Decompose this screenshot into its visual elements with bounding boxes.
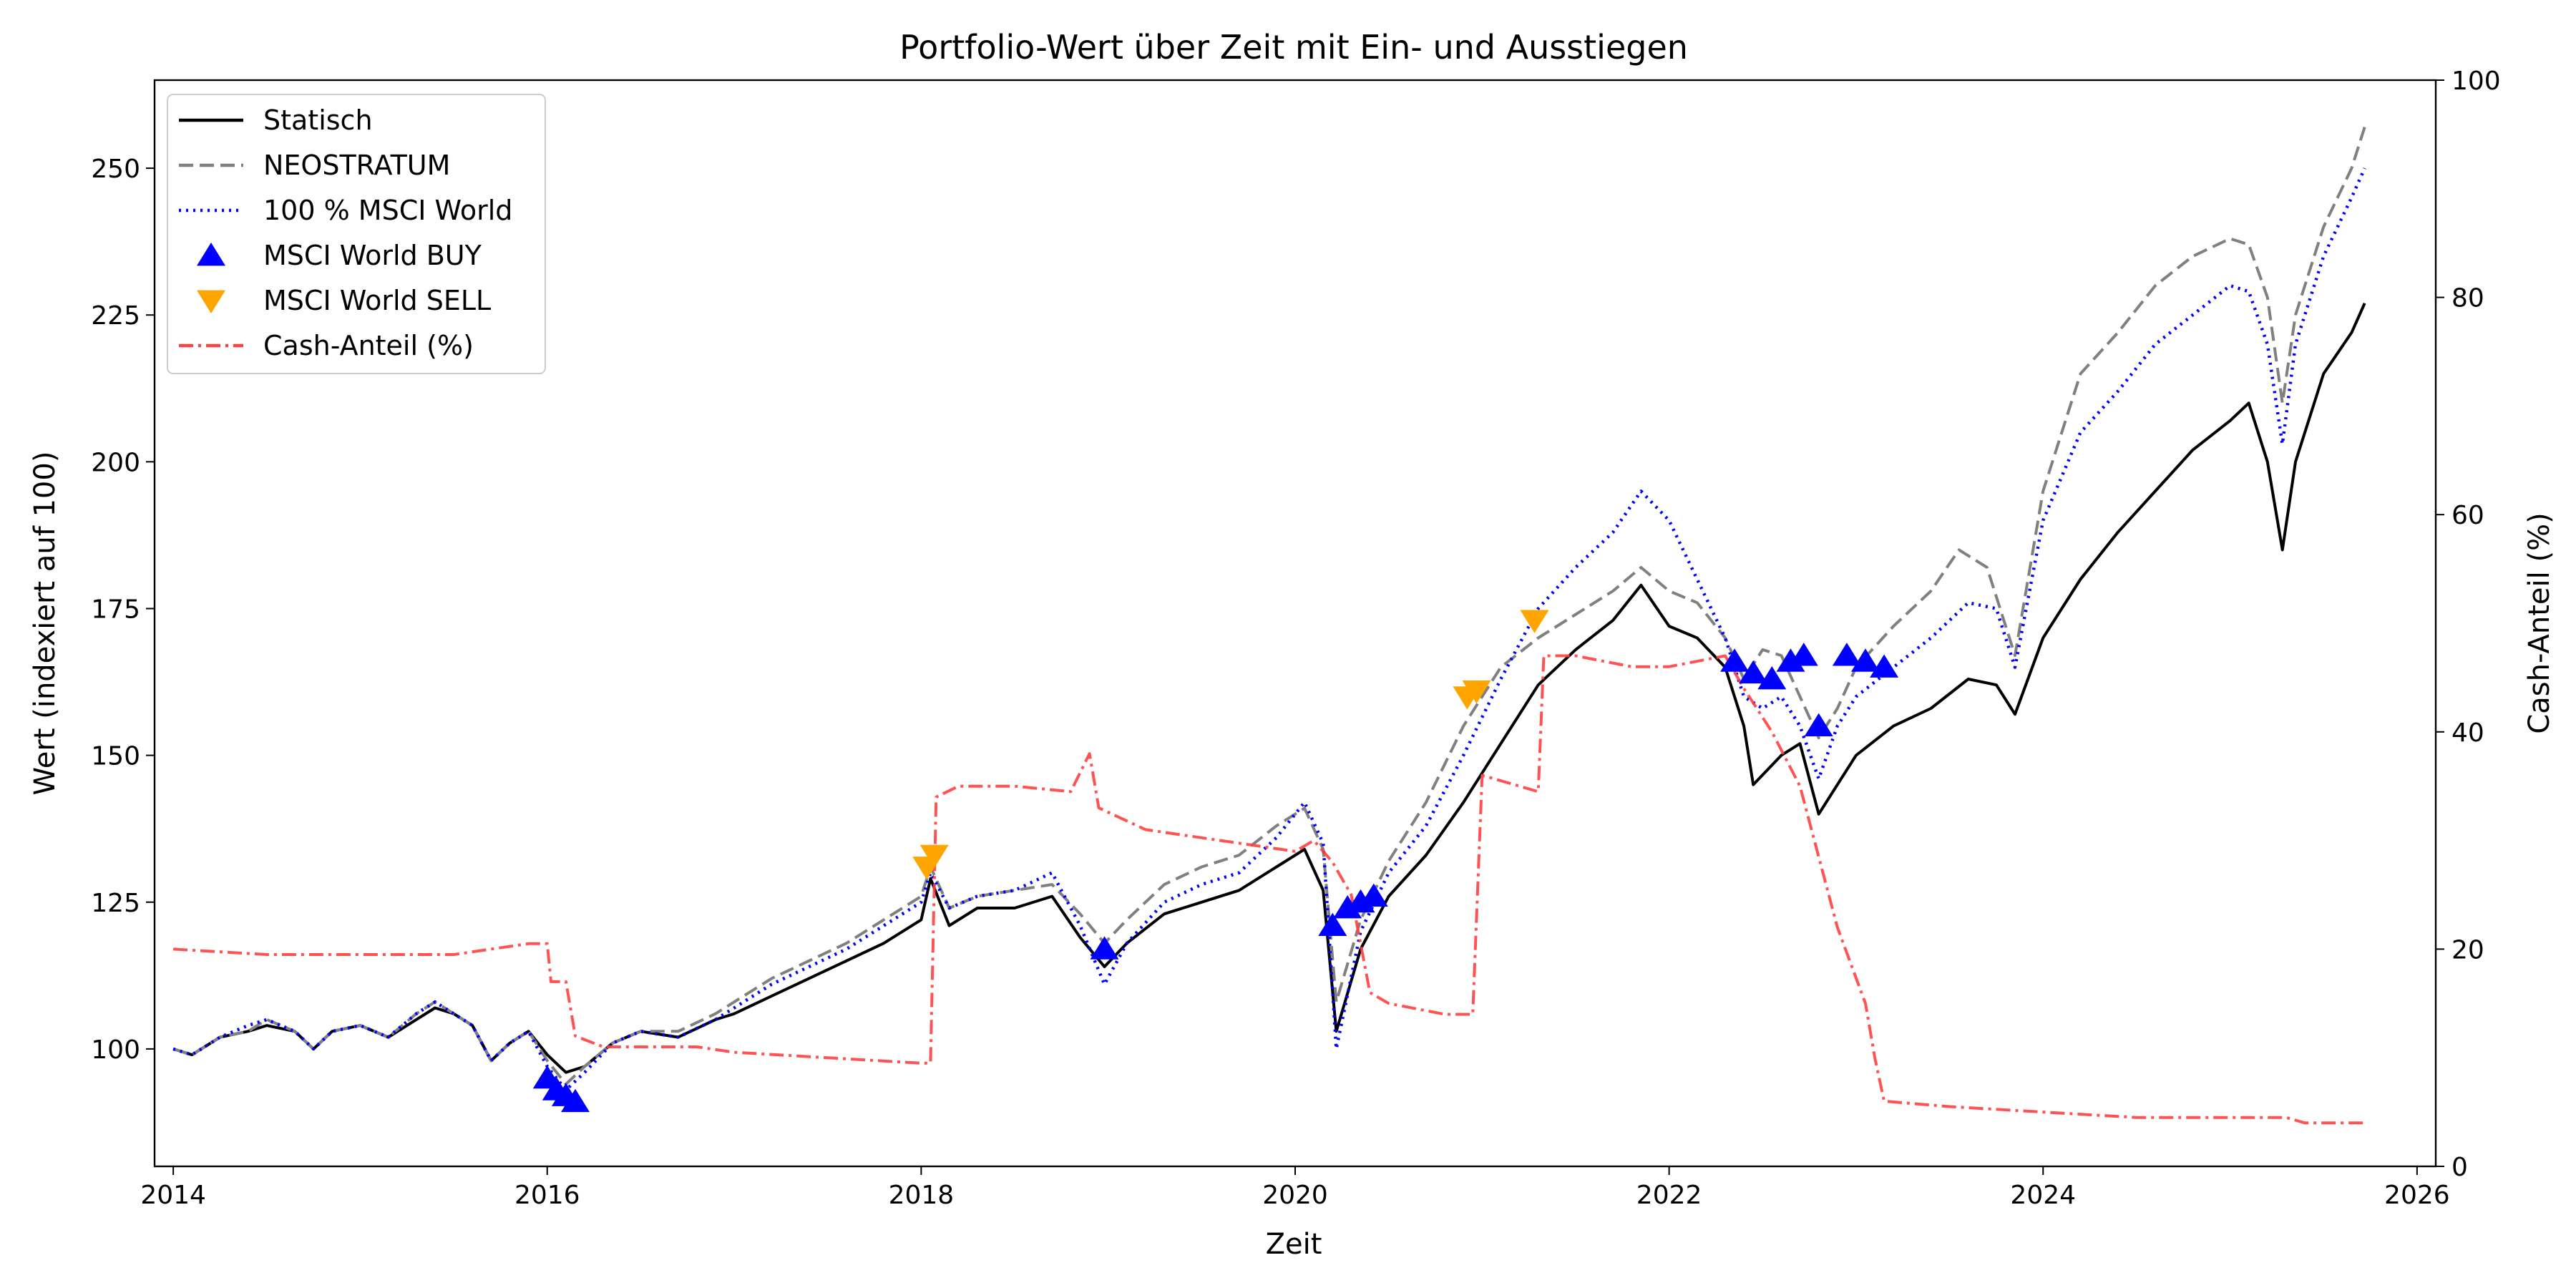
y-axis-label-right: Cash-Anteil (%) — [2523, 512, 2556, 733]
series-line-cash-anteil — [172, 654, 2365, 1125]
y-tick-label-right: 40 — [2451, 718, 2484, 748]
marker-msci-world-buy — [1804, 713, 1833, 736]
x-tick-label: 2022 — [1636, 1181, 1702, 1210]
marker-msci-world-buy — [1720, 648, 1750, 672]
legend-entry-neostratum: NEOSTRATUM — [179, 150, 450, 181]
chart-title: Portfolio-Wert über Zeit mit Ein- und Au… — [899, 28, 1688, 67]
legend-swatch — [197, 290, 225, 313]
legend-entry-statisch: Statisch — [179, 104, 373, 136]
marker-msci-world-buy — [1776, 648, 1805, 672]
legend-box — [167, 94, 546, 374]
x-axis-label: Zeit — [1266, 1228, 1322, 1261]
y-tick-label-left: 175 — [91, 595, 140, 624]
marker-msci-world-buy — [1757, 666, 1787, 690]
legend-entry-100-msci-world: 100 % MSCI World — [179, 195, 512, 226]
legend-label: NEOSTRATUM — [263, 150, 450, 181]
y-tick-label-left: 100 — [91, 1035, 140, 1065]
x-tick-label: 2018 — [889, 1181, 955, 1210]
x-tick-label: 2024 — [2010, 1181, 2076, 1210]
legend-entry-cash-anteil: Cash-Anteil (%) — [179, 330, 474, 361]
legend-entry-msci-world-sell: MSCI World SELL — [197, 285, 491, 316]
marker-msci-world-buy — [1090, 936, 1119, 960]
y-tick-label-left: 125 — [91, 889, 140, 918]
legend-swatch — [197, 243, 225, 266]
legend-label: MSCI World BUY — [263, 240, 482, 271]
marker-msci-world-buy — [1333, 895, 1362, 919]
legend-label: 100 % MSCI World — [263, 195, 512, 226]
legend-label: Statisch — [263, 104, 373, 136]
marker-msci-world-sell — [919, 844, 949, 869]
series-line-100-msci-world — [172, 167, 2366, 1092]
marker-msci-world-buy — [1851, 648, 1880, 672]
legend: Statisch NEOSTRATUM 100 % MSCI World MSCI W… — [167, 94, 546, 374]
x-tick-label: 2014 — [140, 1181, 206, 1210]
marker-msci-world-buy — [1346, 889, 1375, 913]
series-line-neostratum — [172, 126, 2366, 1086]
y-tick-label-right: 100 — [2451, 67, 2501, 96]
marker-msci-world-buy — [1359, 883, 1388, 907]
legend-entry-msci-world-buy: MSCI World BUY — [197, 240, 482, 271]
marker-msci-world-buy — [1318, 912, 1347, 936]
y-tick-label-left: 150 — [91, 742, 140, 771]
marker-msci-world-buy — [1789, 643, 1818, 666]
y-tick-label-left: 200 — [91, 448, 140, 477]
y-tick-label-left: 250 — [91, 155, 140, 184]
y-tick-label-right: 80 — [2451, 284, 2484, 313]
x-tick-label: 2026 — [2384, 1181, 2450, 1210]
y-tick-label-left: 225 — [91, 301, 140, 331]
y-tick-label-right: 0 — [2451, 1153, 2468, 1182]
marker-msci-world-sell — [1520, 610, 1549, 633]
series-line-statisch — [172, 302, 2366, 1074]
marker-msci-world-buy — [561, 1088, 590, 1113]
y-tick-label-right: 20 — [2451, 935, 2484, 965]
x-tick-label: 2016 — [514, 1181, 580, 1210]
y-tick-label-right: 60 — [2451, 501, 2484, 530]
marker-msci-world-buy — [1739, 660, 1768, 684]
y-axis-label-left: Wert (indexiert auf 100) — [29, 452, 62, 796]
legend-label: Cash-Anteil (%) — [263, 330, 474, 361]
marker-msci-world-buy — [1832, 643, 1861, 666]
marker-msci-world-buy — [1870, 654, 1899, 678]
legend-label: MSCI World SELL — [263, 285, 491, 316]
x-tick-label: 2020 — [1262, 1181, 1328, 1210]
marker-msci-world-sell — [1462, 680, 1491, 704]
